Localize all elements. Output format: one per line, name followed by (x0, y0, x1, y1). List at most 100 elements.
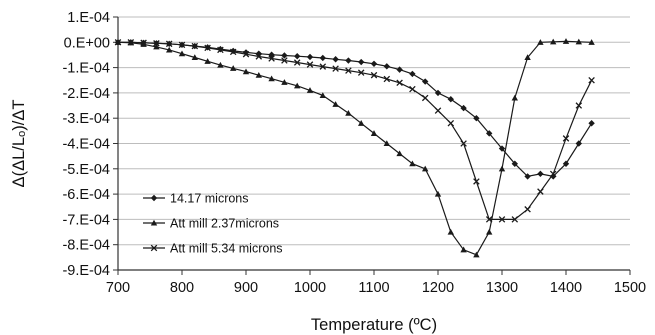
data-point (434, 89, 442, 97)
series-line (118, 41, 593, 220)
data-point (485, 216, 493, 223)
data-point (230, 47, 237, 55)
legend-item: Att mill 2.37microns (143, 217, 279, 231)
legend-marker (150, 244, 158, 252)
data-point (562, 135, 570, 142)
data-point (473, 115, 480, 122)
data-point (255, 71, 262, 78)
data-point (434, 107, 442, 114)
data-point (588, 39, 595, 45)
y-tick-label: -5.E-04 (62, 162, 110, 178)
data-point (114, 39, 122, 46)
data-point (178, 41, 186, 49)
y-tick-label: -3.E-04 (62, 111, 110, 127)
data-point (370, 71, 378, 79)
data-point (293, 59, 301, 66)
data-point (153, 43, 160, 50)
data-point (306, 53, 314, 61)
data-point (486, 228, 493, 235)
data-point (306, 87, 314, 93)
legend-marker (150, 219, 158, 226)
legend-marker (150, 194, 158, 202)
y-tick-label: -6.E-04 (62, 187, 110, 203)
data-point (255, 53, 263, 60)
legend-item: Att mill 5.34 microns (143, 242, 283, 256)
data-point (396, 66, 403, 73)
plot-series (114, 38, 595, 258)
data-point (396, 79, 403, 87)
data-point (460, 140, 467, 147)
data-point (294, 53, 301, 60)
legend: 14.17 microns Att mill 2.37microns Att mil… (143, 192, 283, 256)
data-point (140, 41, 147, 47)
data-point (383, 140, 390, 147)
data-point (306, 61, 314, 68)
data-point (473, 178, 480, 185)
data-point (345, 109, 352, 116)
y-tick-label: -8.E-04 (62, 238, 110, 254)
data-point (191, 54, 198, 61)
data-point (230, 65, 237, 71)
data-point (447, 228, 454, 235)
data-point (460, 104, 467, 112)
data-point (204, 58, 211, 64)
data-point (332, 101, 339, 107)
data-point (421, 94, 429, 102)
data-point (550, 38, 557, 45)
data-point (511, 160, 518, 167)
data-point (217, 46, 224, 54)
x-tick-label: 1000 (294, 280, 326, 296)
series-2 (114, 38, 595, 258)
data-point (191, 42, 199, 50)
y-axis-title: Δ(ΔL/Lₒ)/ΔT (10, 100, 28, 188)
data-point (498, 165, 506, 172)
data-point (524, 173, 531, 180)
legend-label: Att mill 5.34 microns (170, 242, 283, 256)
data-point (486, 130, 493, 137)
y-tick-label: -4.E-04 (62, 137, 110, 153)
data-point (383, 63, 390, 70)
data-point (319, 63, 327, 70)
data-point (409, 85, 416, 93)
data-point (242, 49, 250, 56)
data-point (575, 102, 583, 109)
data-point (370, 60, 378, 68)
data-point (345, 67, 352, 74)
data-point (575, 140, 582, 147)
data-point (537, 170, 544, 178)
data-point (332, 65, 339, 72)
data-point (358, 58, 365, 66)
data-point (281, 57, 288, 64)
data-point (165, 40, 173, 48)
data-point (409, 70, 416, 78)
y-tick-label: -9.E-04 (62, 263, 110, 279)
data-point (434, 190, 442, 197)
data-point (447, 120, 455, 127)
y-tick-label: -7.E-04 (62, 212, 110, 228)
x-tick-label: 900 (234, 280, 258, 296)
data-point (562, 38, 570, 44)
x-tick-label: 1300 (486, 280, 518, 296)
data-point (550, 173, 557, 180)
series-3 (114, 39, 595, 223)
data-point (422, 165, 429, 172)
data-point (511, 216, 519, 223)
legend-item: 14.17 microns (143, 192, 249, 206)
data-point (281, 52, 288, 59)
y-tick-label: 0.E+00 (64, 35, 110, 51)
data-point (422, 78, 429, 85)
data-point (588, 120, 595, 127)
data-point (549, 170, 557, 178)
axes: 1.E-04 0.E+00 -1.E-04 -2.E-04 -3.E-04 -4.E-04… (62, 10, 646, 296)
data-point (345, 57, 352, 64)
y-tick-label: 1.E-04 (67, 10, 110, 26)
legend-label: 14.17 microns (170, 192, 249, 206)
data-point (294, 82, 301, 89)
x-axis-title: Temperature (ºC) (311, 316, 437, 334)
data-point (127, 39, 135, 46)
data-point (217, 61, 224, 68)
data-point (383, 75, 391, 83)
data-point (319, 54, 326, 62)
data-point (229, 48, 237, 56)
data-point (447, 96, 454, 103)
